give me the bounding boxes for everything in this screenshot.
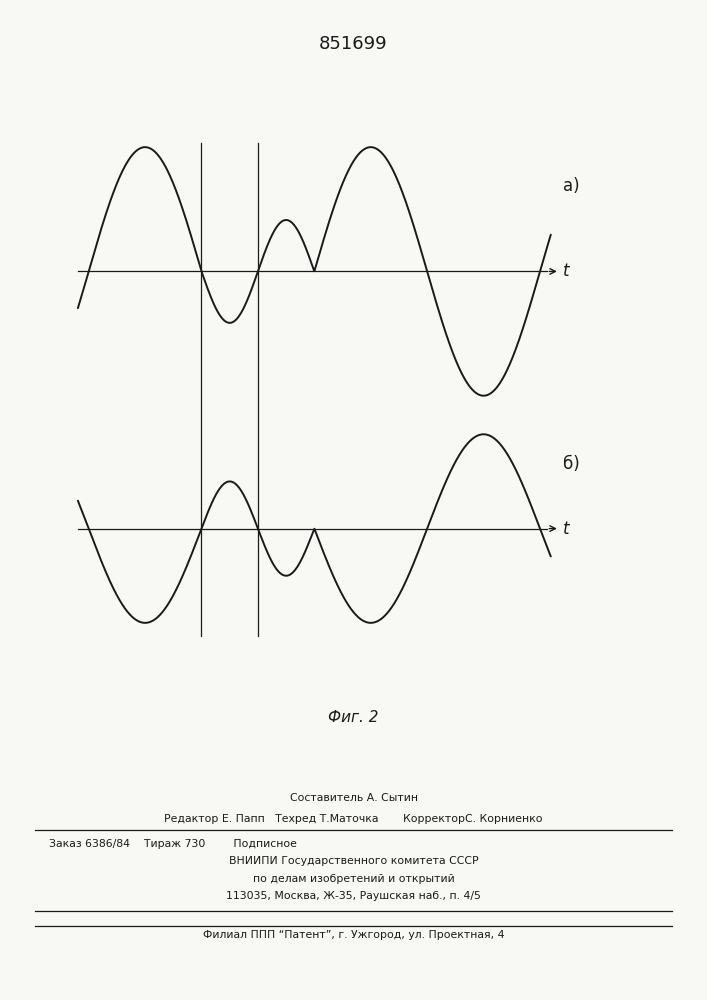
Text: Составитель А. Сытин: Составитель А. Сытин [289, 793, 418, 803]
Text: Редактор Е. Папп   Техред Т.Маточка       КорректорС. Корниенко: Редактор Е. Папп Техред Т.Маточка Коррек… [164, 814, 543, 824]
Text: по делам изобретений и открытий: по делам изобретений и открытий [252, 874, 455, 884]
Text: t: t [563, 262, 570, 280]
Text: t: t [563, 520, 570, 538]
Text: б): б) [563, 455, 580, 473]
Text: Заказ 6386/84    Тираж 730        Подписное: Заказ 6386/84 Тираж 730 Подписное [49, 839, 298, 849]
Text: 851699: 851699 [319, 35, 388, 53]
Text: 113035, Москва, Ж-35, Раушская наб., п. 4/5: 113035, Москва, Ж-35, Раушская наб., п. … [226, 891, 481, 901]
Text: a): a) [563, 177, 580, 195]
Text: ВНИИПИ Государственного комитета СССР: ВНИИПИ Государственного комитета СССР [228, 856, 479, 866]
Text: Фиг. 2: Фиг. 2 [328, 710, 379, 726]
Text: Филиал ППП “Патент”, г. Ужгород, ул. Проектная, 4: Филиал ППП “Патент”, г. Ужгород, ул. Про… [203, 930, 504, 940]
